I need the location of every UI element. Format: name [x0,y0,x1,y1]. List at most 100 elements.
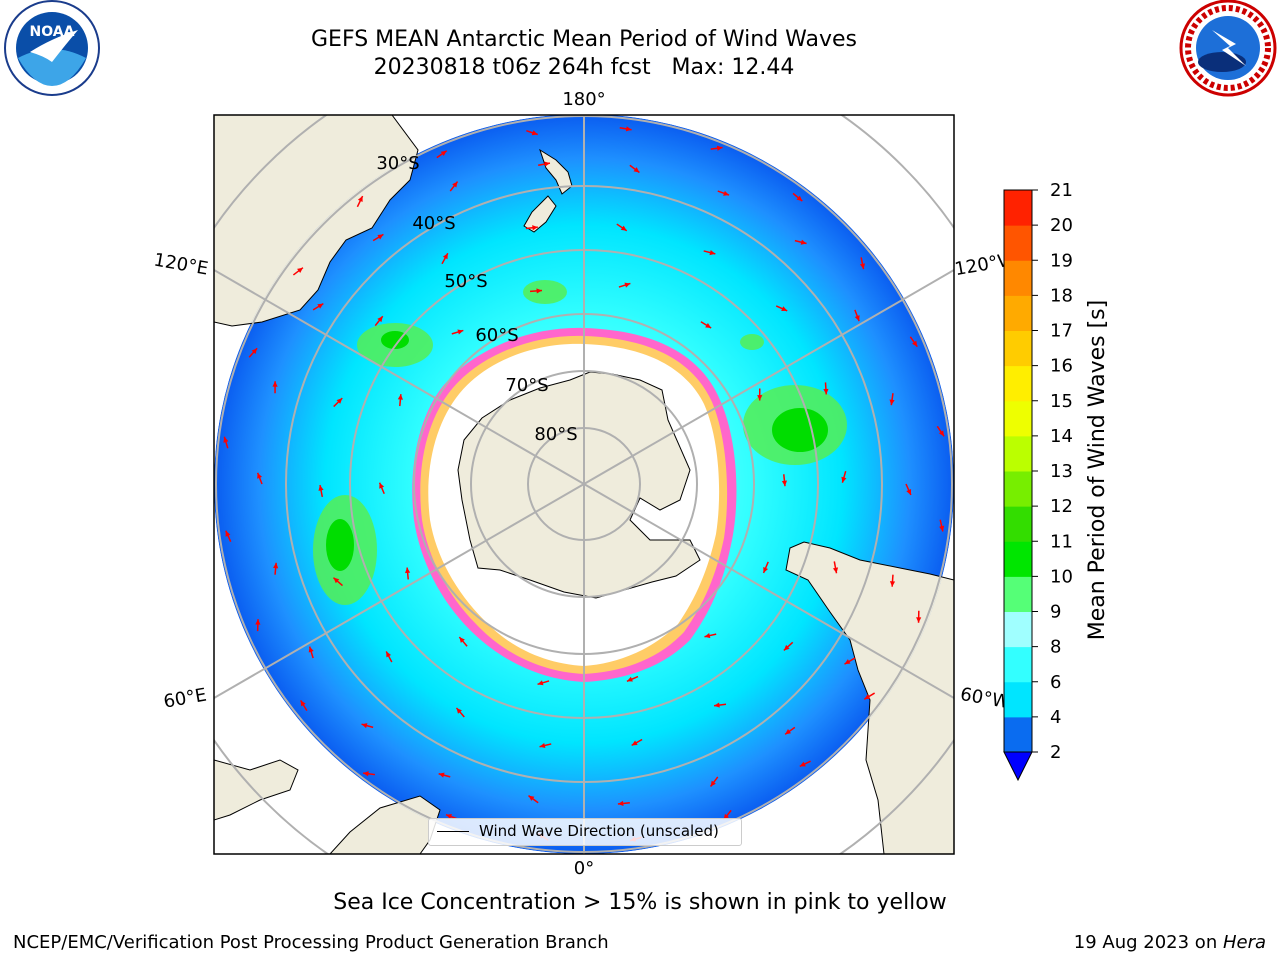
colorbar-tick-label: 8 [1050,637,1061,658]
colorbar-tick-label: 15 [1050,391,1073,412]
wind-wave-arrowhead [889,399,895,406]
wind-wave-arrowhead [257,472,263,479]
colorbar-segment [1004,716,1032,753]
colorbar-tick-label: 17 [1050,321,1073,342]
lat-label-80s: 80°S [534,424,577,445]
colorbar-tick-label: 21 [1050,180,1073,201]
wind-wave-arrowhead [710,780,716,787]
wind-wave-arrowhead [906,488,912,495]
wind-wave-arrowhead [939,525,945,532]
wind-wave-arrowhead [446,814,452,820]
nws-logo-icon [1179,0,1277,97]
wind-wave-arrowhead [626,676,633,682]
wind-wave-arrowhead [763,566,769,573]
wind-wave-arrowhead [723,190,730,196]
wind-wave-arrowhead [757,395,763,401]
chart-subtitle: 20230818 t06z 264h fcst Max: 12.44 [373,55,795,80]
wind-wave-arrowhead [255,619,261,625]
wind-wave-arrowhead [225,530,231,537]
lon-label-120e: 120°E [152,249,210,279]
colorbar-tick-label: 14 [1050,426,1073,447]
lat-label-70s: 70°S [505,375,548,396]
colorbar-tick-label: 18 [1050,285,1073,306]
wind-wave-arrowhead [625,126,632,132]
colorbar-tick-label: 20 [1050,215,1073,236]
colorbar-ticks: 2 4 6 8 9 10 11 12 13 14 15 16 17 18 19 20 21 [1032,180,1073,763]
wind-wave-arrowhead [357,196,363,203]
wind-wave-arrowhead [363,771,369,777]
wind-wave-arrowhead [457,329,464,335]
colorbar-tick-label: 9 [1050,602,1061,623]
wind-wave-arrowhead [704,633,711,639]
colorbar-tick-label: 10 [1050,566,1073,587]
colorbar-tick-label: 19 [1050,250,1073,271]
land-new-zealand [523,148,573,233]
wind-wave-arrowhead [539,742,546,749]
wind-wave-arrowhead [832,567,839,574]
colorbar-extension [1003,751,1033,782]
wind-wave-arrowhead [361,723,368,729]
noaa-logo-icon: NOAA [4,0,100,96]
chart-title: GEFS MEAN Antarctic Mean Period of Wind … [311,27,857,52]
wind-wave-arrowhead [531,130,538,136]
wind-wave-arrowhead [377,234,384,240]
lat-label-40s: 40°S [412,213,455,234]
land-antarctica [457,371,701,599]
wind-wave-arrowhead [273,562,279,569]
wind-wave-arrowhead [705,322,712,329]
colorbar-segment [1004,295,1032,331]
wind-wave-arrowhead [272,381,278,387]
colorbar-segment [1004,365,1032,402]
wind-wave-arrowhead [620,225,627,231]
wind-wave-arrowhead [251,348,258,355]
colorbar-label: Mean Period of Wind Waves [s] [1085,300,1110,640]
footer-machine: Hera [1222,932,1266,953]
colorbar-segment [1004,435,1032,472]
map-frame [214,115,954,854]
wind-wave-arrowhead [300,700,306,707]
footer-credit: NCEP/EMC/Verification Post Processing Pr… [13,932,609,953]
land-africa [214,759,299,821]
wind-wave-arrowhead [308,646,314,653]
colorbar-segment [1004,576,1032,612]
wind-wave-arrowhead [783,644,790,651]
colorbar-segment [1004,506,1032,542]
wind-wave-arrowhead [536,288,543,294]
colorbar-segment [1004,190,1032,226]
lat-label-50s: 50°S [444,271,487,292]
footer-date: 19 Aug 2023 on Hera [1074,932,1266,953]
wind-wave-arrowhead [938,430,945,437]
wind-wave-arrowhead [452,181,458,188]
wind-wave-arrowhead [442,253,448,260]
colorbar-segment [1004,330,1032,367]
wind-wave-arrowhead [528,795,535,801]
lon-label-180: 180° [562,89,605,110]
wind-wave-arrowhead [716,145,723,151]
colorbar-tick-label: 2 [1050,742,1061,763]
colorbar-tick-label: 4 [1050,707,1061,728]
wind-wave-arrowhead [459,637,465,643]
wind-wave-arrowhead [377,316,383,323]
wind-wave-arrowhead [912,340,918,347]
noaa-logo-text: NOAA [30,24,75,40]
wind-wave-arrowhead [317,303,324,309]
graticule [214,115,954,854]
wind-wave-arrowhead [785,729,792,735]
colorbar-segment [1004,260,1032,296]
wind-wave-arrowhead [631,740,638,746]
wind-wave-arrowhead [889,581,896,587]
colorbar-segment [1004,646,1032,683]
colorbar-tick-label: 11 [1050,531,1073,552]
wind-wave-arrowhead [405,567,411,574]
wind-wave-arrowhead [456,707,462,714]
wind-wave-arrows [223,126,945,842]
wind-wave-arrowhead [333,577,340,584]
wind-wave-arrowhead [297,267,303,274]
colorbar-segment [1004,400,1032,437]
wind-wave-arrowhead [633,167,640,173]
wind-wave-arrowhead [336,398,343,404]
colorbar-tick-label: 13 [1050,461,1073,482]
colorbar-tick-label: 6 [1050,672,1061,693]
wind-wave-arrowhead [617,800,624,807]
colorbar-segment [1004,541,1032,577]
